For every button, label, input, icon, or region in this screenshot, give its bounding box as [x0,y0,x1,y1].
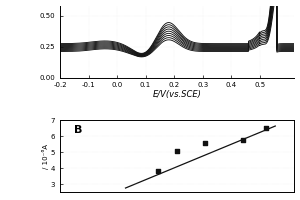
Y-axis label: / 10⁻⁶A: / 10⁻⁶A [42,144,49,169]
Point [175,149,179,153]
Point [156,169,161,172]
Text: B: B [74,125,82,135]
X-axis label: E/V(vs.SCE): E/V(vs.SCE) [153,90,201,99]
Point [263,126,268,129]
Point [203,141,208,144]
Point [240,138,245,141]
